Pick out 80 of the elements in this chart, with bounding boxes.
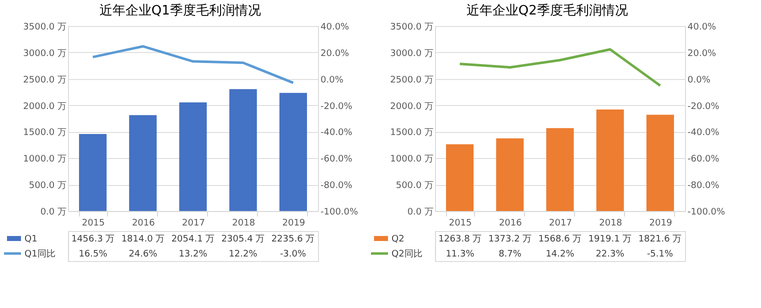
y2-tick-label: 0.0% — [320, 75, 344, 86]
y-tick-label: 0.0 万 — [40, 208, 66, 218]
data-label: 1263.8 万 — [438, 234, 482, 244]
y2-tick-label: -100.0% — [688, 208, 726, 218]
y2-tick-label: -60.0% — [320, 154, 353, 165]
data-label: 13.2% — [178, 250, 208, 260]
y2-tick-label: 20.0% — [320, 48, 350, 59]
data-label: 12.2% — [228, 250, 258, 260]
line-series — [92, 45, 294, 84]
legend-label: Q1 — [24, 234, 38, 244]
y2-tick-label: -40.0% — [688, 128, 720, 138]
x-tick-label: 2017 — [549, 218, 572, 228]
data-label: 1568.6 万 — [538, 234, 582, 244]
y2-tick-label: -20.0% — [320, 102, 353, 112]
data-label: 1821.6 万 — [638, 234, 682, 244]
y-tick-label: 1000.0 万 — [23, 154, 66, 165]
y-tick-label: 0.0 万 — [407, 208, 434, 218]
x-tick-label: 2018 — [599, 218, 622, 228]
data-label: 8.7% — [498, 250, 522, 260]
legend-label: Q2 — [392, 234, 404, 244]
y2-tick-label: -60.0% — [688, 154, 720, 165]
bar — [446, 144, 474, 211]
y-tick-label: 500.0 万 — [28, 181, 66, 192]
y2-tick-label: 40.0% — [320, 22, 350, 32]
legend-label: Q2同比 — [392, 248, 422, 260]
y-tick-label: 3000.0 万 — [390, 48, 434, 59]
y2-tick-label: -80.0% — [688, 181, 720, 192]
bar — [179, 102, 207, 211]
data-label: 1919.1 万 — [588, 234, 632, 244]
data-label: 1814.0 万 — [121, 234, 165, 244]
x-tick-label: 2016 — [132, 218, 156, 228]
line-series — [458, 48, 662, 87]
y-tick-label: 1000.0 万 — [390, 154, 434, 165]
x-tick-label: 2019 — [649, 218, 672, 228]
data-label: -3.0% — [280, 250, 306, 260]
x-tick-label: 2015 — [82, 218, 105, 228]
data-label: 1456.3 万 — [71, 234, 115, 244]
y-tick-label: 2000.0 万 — [390, 102, 434, 112]
y2-tick-label: -80.0% — [320, 181, 353, 192]
y-tick-label: 500.0 万 — [396, 181, 434, 192]
y-tick-label: 1500.0 万 — [390, 128, 434, 138]
y2-tick-label: 20.0% — [688, 48, 717, 59]
y2-tick-label: -20.0% — [688, 102, 720, 112]
y-tick-label: 3000.0 万 — [23, 48, 66, 59]
y-tick-label: 2500.0 万 — [390, 75, 434, 86]
x-tick-label: 2017 — [182, 218, 205, 228]
y2-tick-label: 0.0% — [688, 75, 711, 86]
data-label: 24.6% — [128, 250, 158, 260]
x-tick-label: 2016 — [498, 218, 522, 228]
y-tick-label: 3500.0 万 — [23, 22, 66, 32]
bar — [546, 128, 574, 211]
data-label: 2235.6 万 — [271, 234, 315, 244]
y-tick-label: 2000.0 万 — [23, 102, 66, 112]
data-label: 14.2% — [546, 250, 575, 260]
y2-tick-label: 40.0% — [688, 22, 717, 32]
bar — [79, 134, 107, 211]
bar — [596, 110, 624, 211]
chart-title: 近年企业Q1季度毛利润情况 — [99, 2, 261, 18]
y-tick-label: 2500.0 万 — [23, 75, 66, 86]
data-label: 16.5% — [78, 250, 108, 260]
y-tick-label: 3500.0 万 — [390, 22, 434, 32]
chart-title: 近年企业Q2季度毛利润情况 — [466, 2, 628, 18]
data-label: -5.1% — [646, 250, 674, 260]
bar — [129, 115, 157, 211]
data-label: 1373.2 万 — [488, 234, 532, 244]
data-label: 2054.1 万 — [171, 234, 215, 244]
y2-tick-label: -100.0% — [320, 208, 359, 218]
x-tick-label: 2018 — [232, 218, 256, 228]
legend-label: Q1同比 — [24, 248, 56, 260]
x-tick-label: 2019 — [282, 218, 306, 228]
data-label: 22.3% — [596, 250, 625, 260]
bar — [279, 92, 307, 211]
data-label: 11.3% — [446, 250, 475, 260]
y2-tick-label: -40.0% — [320, 128, 353, 138]
bar — [229, 89, 257, 211]
y-tick-label: 1500.0 万 — [23, 128, 66, 138]
data-label: 2305.4 万 — [221, 234, 265, 244]
bar — [496, 138, 524, 211]
x-tick-label: 2015 — [448, 218, 472, 228]
bar — [646, 114, 674, 211]
